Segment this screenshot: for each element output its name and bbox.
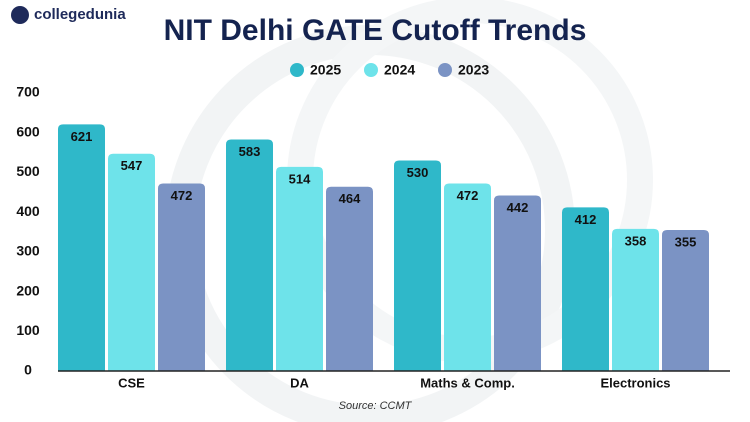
- x-tick-label: DA: [290, 375, 309, 390]
- y-tick-label: 400: [16, 203, 40, 219]
- data-label: 442: [507, 200, 529, 215]
- legend-swatch: [290, 63, 304, 77]
- legend-label: 2025: [310, 62, 341, 78]
- data-label: 621: [71, 129, 93, 144]
- data-label: 472: [457, 188, 479, 203]
- y-tick-label: 500: [16, 163, 40, 179]
- bar: [158, 183, 205, 371]
- data-label: 412: [575, 212, 597, 227]
- y-tick-label: 700: [16, 84, 40, 100]
- y-tick-label: 300: [16, 243, 40, 259]
- logo-icon: [11, 6, 29, 24]
- y-tick-label: 100: [16, 322, 40, 338]
- bar: [662, 230, 709, 371]
- bar: [58, 124, 105, 371]
- logo: collegedunia: [34, 6, 126, 23]
- x-tick-label: CSE: [118, 375, 145, 390]
- y-tick-label: 0: [24, 362, 32, 378]
- chart-title: NIT Delhi GATE Cutoff Trends: [164, 14, 587, 47]
- bar: [612, 228, 659, 371]
- data-label: 472: [171, 188, 193, 203]
- data-label: 358: [625, 233, 647, 248]
- source: Source: CCMT: [339, 400, 413, 412]
- x-tick-label: Maths & Comp.: [420, 375, 515, 390]
- data-label: 464: [339, 191, 361, 206]
- legend-label: 2024: [384, 62, 415, 78]
- bar: [276, 166, 323, 371]
- bar: [444, 183, 491, 371]
- data-label: 547: [121, 158, 143, 173]
- data-label: 355: [675, 234, 697, 249]
- bar: [394, 160, 441, 371]
- data-label: 514: [289, 171, 311, 186]
- data-label: 583: [239, 144, 261, 159]
- y-tick-label: 600: [16, 123, 40, 139]
- legend-swatch: [364, 63, 378, 77]
- y-tick-label: 200: [16, 282, 40, 298]
- bar: [108, 153, 155, 371]
- legend-label: 2023: [458, 62, 489, 78]
- bar: [326, 186, 373, 371]
- bar: [562, 207, 609, 371]
- bar: [494, 195, 541, 371]
- data-label: 530: [407, 165, 429, 180]
- legend-swatch: [438, 63, 452, 77]
- x-tick-label: Electronics: [600, 375, 670, 390]
- bar: [226, 139, 273, 371]
